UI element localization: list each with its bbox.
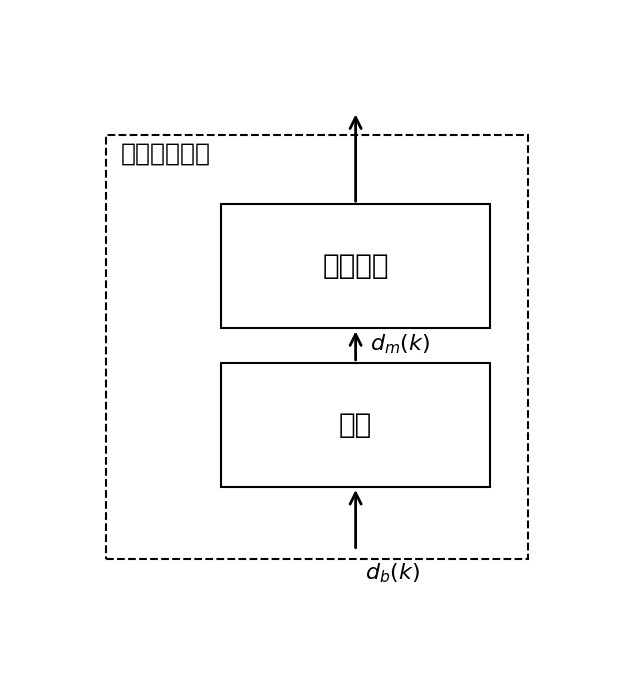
Bar [106,135,528,559]
Text: 脉冲成型: 脉冲成型 [322,252,389,280]
Bar [222,204,490,328]
Text: 基带发送单元: 基带发送单元 [121,142,210,166]
Text: 调制: 调制 [339,411,372,439]
Text: $d_b(k)$: $d_b(k)$ [365,561,420,585]
Bar [222,363,490,487]
Text: $d_m(k)$: $d_m(k)$ [370,333,430,356]
